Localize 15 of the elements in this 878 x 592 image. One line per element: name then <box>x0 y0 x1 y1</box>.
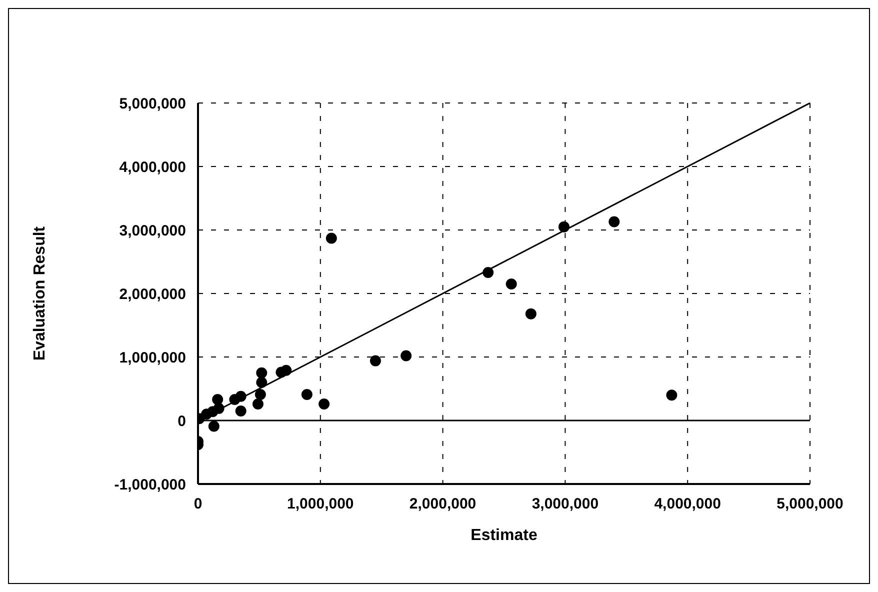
x-axis-title: Estimate <box>470 527 538 544</box>
y-tick-label: 2,000,000 <box>119 286 186 303</box>
y-tick-label: 0 <box>178 412 186 430</box>
x-tick-label: 3,000,000 <box>532 496 599 513</box>
x-tick-label: 1,000,000 <box>287 496 354 513</box>
x-tick-label: 0 <box>194 496 202 513</box>
y-tick-label: 1,000,000 <box>119 349 186 366</box>
y-axis-title: Evaluation Result <box>32 226 49 361</box>
y-tick-label: 3,000,000 <box>119 222 186 240</box>
y-tick-label: 5,000,000 <box>119 95 186 112</box>
x-tick-label: 5,000,000 <box>776 496 844 513</box>
y-tick-label: 4,000,000 <box>119 158 186 176</box>
y-tick-label: -1,000,000 <box>114 476 186 494</box>
x-tick-label: 2,000,000 <box>409 496 476 513</box>
x-tick-label: 4,000,000 <box>654 496 721 513</box>
